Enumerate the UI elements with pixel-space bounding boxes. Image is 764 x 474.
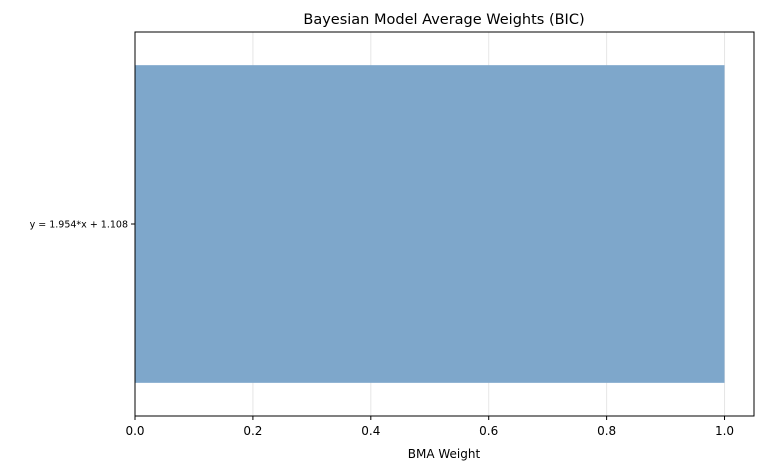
y-tick-label-0: y = 1.954*x + 1.108	[30, 220, 128, 231]
x-tick-label-0: 0.0	[125, 424, 144, 438]
axes-layer: y = 1.954*x + 1.108 0.0 0.2 0.4 0.6 0.8 1.0	[30, 31, 755, 438]
x-tick-label-1: 0.2	[243, 424, 262, 438]
bar-0	[135, 65, 725, 383]
x-tick-label-3: 0.6	[479, 424, 498, 438]
x-axis-label: BMA Weight	[408, 447, 481, 461]
axes-frame	[134, 31, 755, 417]
bar-layer	[135, 65, 725, 383]
x-tick-label-5: 1.0	[715, 424, 734, 438]
x-tick-label-4: 0.8	[597, 424, 616, 438]
x-tick-label-2: 0.4	[361, 424, 380, 438]
chart-title: Bayesian Model Average Weights (BIC)	[303, 12, 584, 28]
